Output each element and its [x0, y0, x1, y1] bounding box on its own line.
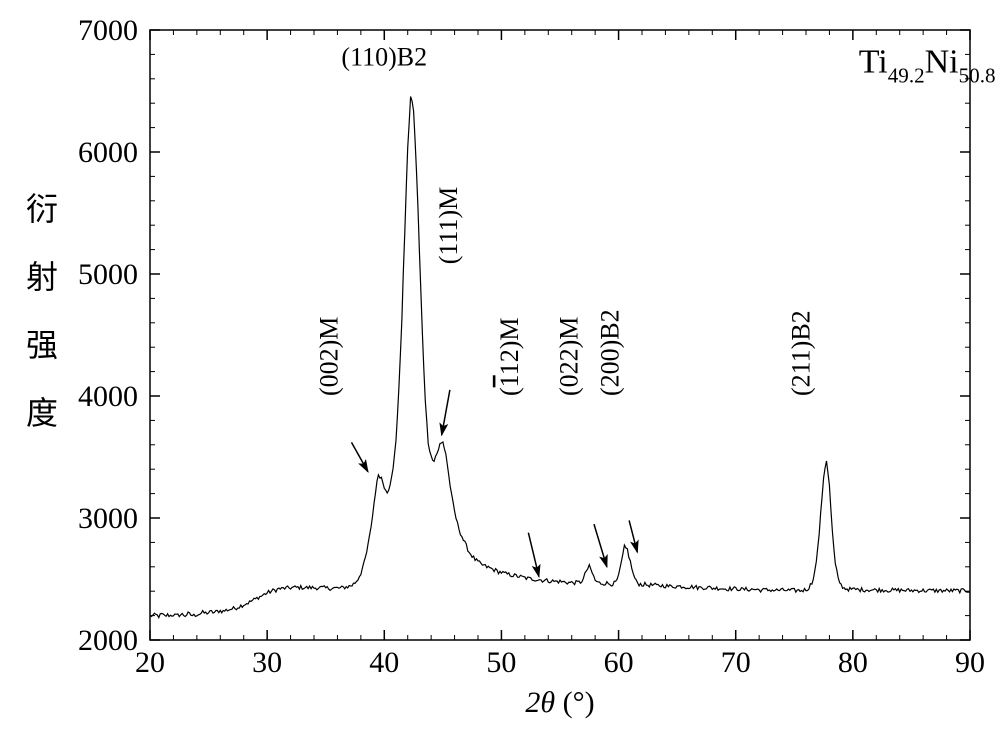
- x-tick-label: 40: [369, 646, 399, 679]
- y-axis-label-char: 射: [26, 259, 58, 295]
- x-tick-label: 90: [955, 646, 985, 679]
- xrd-chart: 20 30 40 50 60 70 80 90 2000 3000 4000 5000 6000 7000…: [0, 0, 1000, 742]
- peak-arrow: [629, 520, 637, 552]
- x-tick-label: 50: [486, 646, 516, 679]
- x-axis-label: 2θ (°): [525, 686, 594, 719]
- peak-label: (111)M: [434, 187, 463, 265]
- x-tick-label: 20: [135, 646, 165, 679]
- y-tick-label: 6000: [78, 136, 138, 169]
- y-tick-label: 4000: [78, 380, 138, 413]
- peak-arrow: [528, 533, 539, 577]
- peak-label: (112)M: [495, 318, 524, 397]
- x-tick-label: 60: [604, 646, 634, 679]
- x-tick-label: 30: [252, 646, 282, 679]
- peak-label: (200)B2: [596, 309, 625, 396]
- y-tick-label: 7000: [78, 14, 138, 47]
- x-tick-label: 70: [721, 646, 751, 679]
- peak-arrow: [351, 442, 367, 471]
- sample-label: Ti49.2Ni50.8: [859, 44, 996, 88]
- peak-label: (211)B2: [787, 310, 816, 396]
- peak-label: (002)M: [314, 317, 343, 396]
- y-tick-label: 2000: [78, 624, 138, 657]
- x-tick-label: 80: [838, 646, 868, 679]
- y-axis-label-char: 强: [26, 327, 58, 363]
- peak-arrow: [594, 524, 607, 567]
- y-axis-label-char: 度: [26, 395, 58, 431]
- y-tick-label: 3000: [78, 502, 138, 535]
- y-tick-label: 5000: [78, 258, 138, 291]
- y-axis-label-char: 衍: [26, 191, 58, 227]
- peak-label: (110)B2: [341, 42, 427, 71]
- peak-arrow: [442, 390, 450, 435]
- peak-label: (022)M: [555, 317, 584, 396]
